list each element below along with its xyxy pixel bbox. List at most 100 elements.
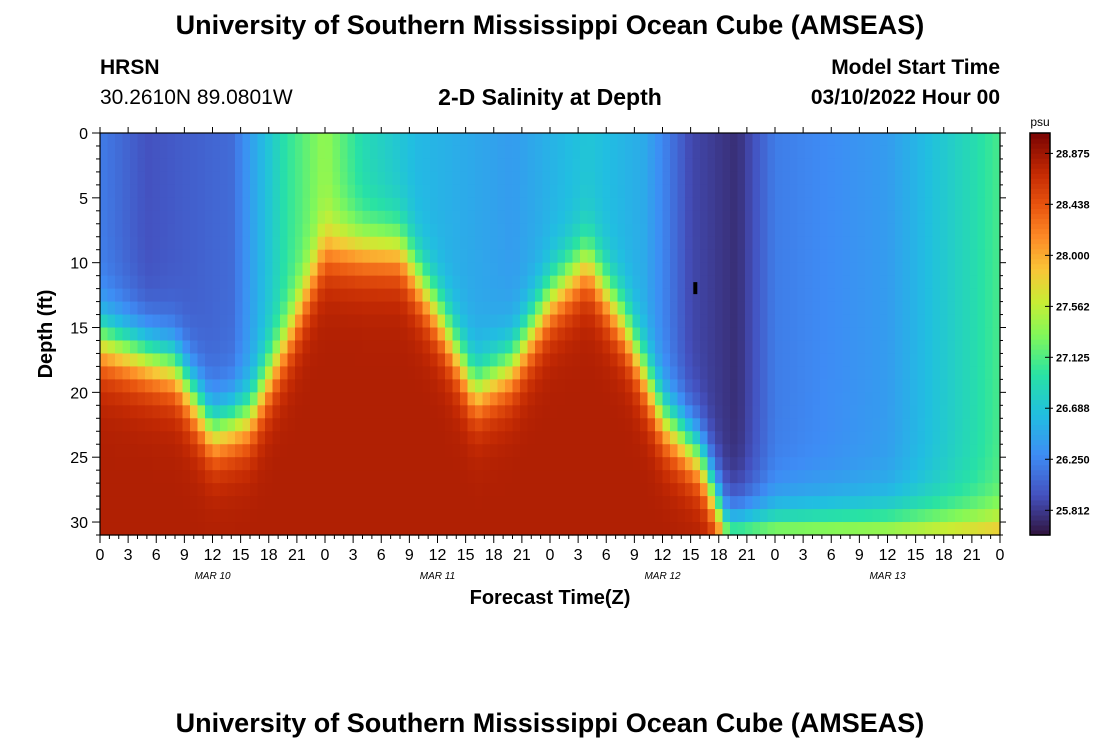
heatmap-cell [167, 444, 176, 458]
x-tick-label: 12 [879, 547, 897, 564]
heatmap-cell [820, 340, 829, 355]
heatmap-cell [145, 522, 154, 536]
heatmap-cell [497, 145, 506, 160]
heatmap-cell [985, 184, 994, 199]
heatmap-cell [850, 301, 859, 316]
heatmap-cell [812, 301, 821, 316]
heatmap-cell [227, 288, 236, 303]
heatmap-cell [385, 275, 394, 290]
heatmap-cell [887, 470, 896, 484]
heatmap-cell [190, 340, 199, 355]
heatmap-cell [167, 379, 176, 393]
heatmap-cell [295, 444, 304, 458]
heatmap-cell [850, 418, 859, 432]
heatmap-cell [992, 470, 1001, 484]
heatmap-cell [745, 197, 754, 212]
heatmap-cell [715, 223, 724, 238]
heatmap-cell [437, 457, 446, 471]
heatmap-cell [377, 509, 386, 523]
heatmap-cell [370, 509, 379, 523]
heatmap-cell [535, 171, 544, 186]
heatmap-cell [835, 340, 844, 355]
heatmap-cell [445, 509, 454, 523]
heatmap-cell [497, 470, 506, 484]
heatmap-cell [280, 392, 289, 406]
heatmap-cell [692, 197, 701, 212]
heatmap-cell [850, 457, 859, 471]
heatmap-cell [985, 262, 994, 277]
heatmap-cell [932, 275, 941, 290]
heatmap-cell [130, 223, 139, 238]
heatmap-cell [175, 133, 184, 147]
heatmap-cell [692, 457, 701, 471]
heatmap-cell [745, 301, 754, 316]
heatmap-cell [775, 405, 784, 419]
colorbar-segment [1030, 273, 1050, 280]
colorbar-segment [1030, 138, 1050, 144]
heatmap-cell [257, 483, 266, 497]
heatmap-cell [670, 457, 679, 471]
heatmap-cell [542, 418, 551, 432]
heatmap-cell [392, 522, 401, 536]
heatmap-cell [775, 133, 784, 147]
heatmap-cell [707, 509, 716, 523]
heatmap-cell [400, 210, 409, 225]
heatmap-cell [580, 483, 589, 497]
heatmap-cell [895, 288, 904, 303]
heatmap-cell [340, 392, 349, 406]
heatmap-cell [332, 210, 341, 225]
heatmap-cell [842, 340, 851, 355]
heatmap-cell [835, 353, 844, 368]
heatmap-cell [617, 301, 626, 316]
heatmap-cell [760, 444, 769, 458]
heatmap-cell [655, 418, 664, 432]
heatmap-cell [655, 223, 664, 238]
heatmap-cell [557, 340, 566, 355]
heatmap-cell [400, 522, 409, 536]
heatmap-cell [580, 314, 589, 329]
heatmap-cell [955, 223, 964, 238]
heatmap-cell [100, 483, 109, 497]
heatmap-cell [707, 522, 716, 536]
heatmap-cell [370, 444, 379, 458]
heatmap-cell [595, 431, 604, 445]
heatmap-cell [550, 483, 559, 497]
heatmap-cell [257, 158, 266, 173]
heatmap-cell [445, 184, 454, 199]
heatmap-cell [797, 171, 806, 186]
heatmap-cell [220, 236, 229, 251]
heatmap-cell [520, 210, 529, 225]
heatmap-cell [632, 327, 641, 342]
heatmap-cell [925, 158, 934, 173]
heatmap-cell [452, 133, 461, 147]
heatmap-cell [977, 145, 986, 160]
heatmap-cell [535, 275, 544, 290]
heatmap-cell [257, 184, 266, 199]
heatmap-cell [557, 496, 566, 510]
heatmap-cell [160, 496, 169, 510]
heatmap-cell [467, 392, 476, 406]
heatmap-cell [490, 483, 499, 497]
heatmap-cell [520, 457, 529, 471]
heatmap-cell [152, 405, 161, 419]
heatmap-cell [520, 470, 529, 484]
heatmap-cell [715, 392, 724, 406]
heatmap-cell [985, 483, 994, 497]
heatmap-cell [962, 431, 971, 445]
heatmap-cell [572, 418, 581, 432]
heatmap-cell [955, 288, 964, 303]
heatmap-cell [895, 236, 904, 251]
heatmap-cell [362, 262, 371, 277]
day-label: MAR 12 [644, 571, 681, 582]
heatmap-cell [332, 197, 341, 212]
heatmap-cell [550, 133, 559, 147]
heatmap-cell [175, 509, 184, 523]
heatmap-cell [820, 197, 829, 212]
heatmap-cell [872, 314, 881, 329]
heatmap-cell [805, 249, 814, 264]
heatmap-cell [662, 223, 671, 238]
heatmap-cell [272, 236, 281, 251]
heatmap-cell [227, 158, 236, 173]
heatmap-cell [220, 340, 229, 355]
heatmap-cell [902, 133, 911, 147]
